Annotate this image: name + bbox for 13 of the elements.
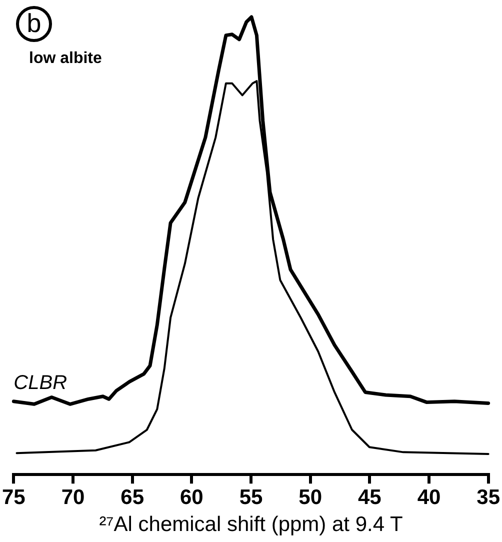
x-axis-title: ²⁷Al chemical shift (ppm) at 9.4 T xyxy=(99,513,403,536)
x-tick-label: 75 xyxy=(2,486,26,509)
x-tick-label: 60 xyxy=(180,486,204,509)
x-tick-label: 50 xyxy=(298,486,322,509)
x-tick-label: 55 xyxy=(239,486,263,509)
annotation: low albite xyxy=(29,50,102,68)
annotation: b xyxy=(16,6,52,42)
x-tick-label: 70 xyxy=(61,486,85,509)
x-tick-label: 35 xyxy=(476,486,500,509)
x-tick-label: 45 xyxy=(358,486,382,509)
x-tick-label: 65 xyxy=(120,486,144,509)
series-label: CLBR xyxy=(14,372,68,394)
x-tick-label: 40 xyxy=(417,486,441,509)
